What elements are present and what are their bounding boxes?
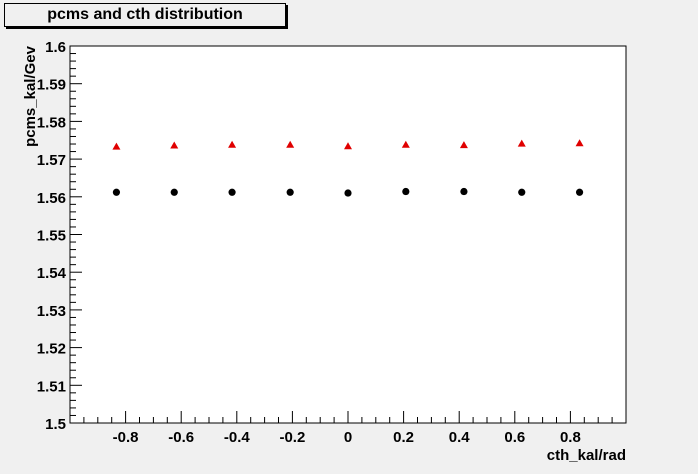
x-tick-label: -0.8 (113, 429, 139, 446)
circle-data-point (286, 188, 294, 196)
x-axis-ticks: -0.8 -0.6 -0.4 -0.2 0 0.2 0.4 0.6 0.8 (69, 411, 627, 446)
x-tick-label: -0.2 (279, 429, 305, 446)
circle-data-point (228, 188, 236, 196)
circle-data-point (112, 188, 121, 196)
triangle-data-point (459, 141, 468, 149)
y-tick-label: 1.5 (45, 416, 66, 433)
triangle-data-point (401, 140, 410, 148)
plot-frame (69, 45, 627, 424)
circle-data-point (518, 188, 526, 196)
triangle-data-point (517, 139, 526, 147)
y-tick-label: 1.53 (37, 303, 66, 320)
x-tick-label: 0 (344, 429, 352, 446)
circle-data-point (575, 188, 584, 196)
y-tick-label: 1.59 (37, 77, 66, 94)
y-tick-label: 1.55 (37, 228, 66, 245)
y-tick-label: 1.52 (37, 341, 66, 358)
y-axis-ticks: 1.5 1.51 1.52 1.53 1.54 1.55 1.56 1.57 1.58 1.59 1… (37, 39, 82, 433)
chart-title: pcms and cth distribution (47, 6, 243, 23)
y-axis-label: pcms_kal/Gev (22, 45, 39, 147)
triangle-data-point (228, 140, 237, 148)
x-tick-label: 0.6 (504, 429, 525, 446)
circle-data-point (460, 187, 468, 196)
triangle-data-point (112, 142, 121, 150)
y-tick-label: 1.56 (37, 190, 66, 207)
x-tick-label: -0.4 (224, 429, 251, 446)
x-tick-label: 0.2 (393, 429, 414, 446)
y-tick-label: 1.57 (37, 152, 66, 169)
triangle-data-point (170, 141, 179, 149)
x-tick-label: -0.6 (168, 429, 194, 446)
circle-data-point (170, 188, 178, 196)
y-tick-label: 1.6 (45, 39, 66, 56)
y-tick-label: 1.51 (37, 378, 66, 395)
x-axis-label: cth_kal/rad (547, 447, 626, 464)
x-tick-label: 0.8 (560, 429, 581, 446)
circle-data-point (402, 187, 410, 196)
x-tick-label: 0.4 (449, 429, 471, 446)
y-tick-label: 1.58 (37, 114, 66, 131)
circle-data-point (344, 189, 352, 197)
data-marks (112, 139, 584, 197)
triangle-data-point (286, 140, 295, 148)
triangle-data-point (575, 139, 584, 147)
y-tick-label: 1.54 (37, 265, 67, 282)
triangle-data-point (344, 142, 352, 150)
chart-title-box: pcms and cth distribution (4, 3, 286, 27)
